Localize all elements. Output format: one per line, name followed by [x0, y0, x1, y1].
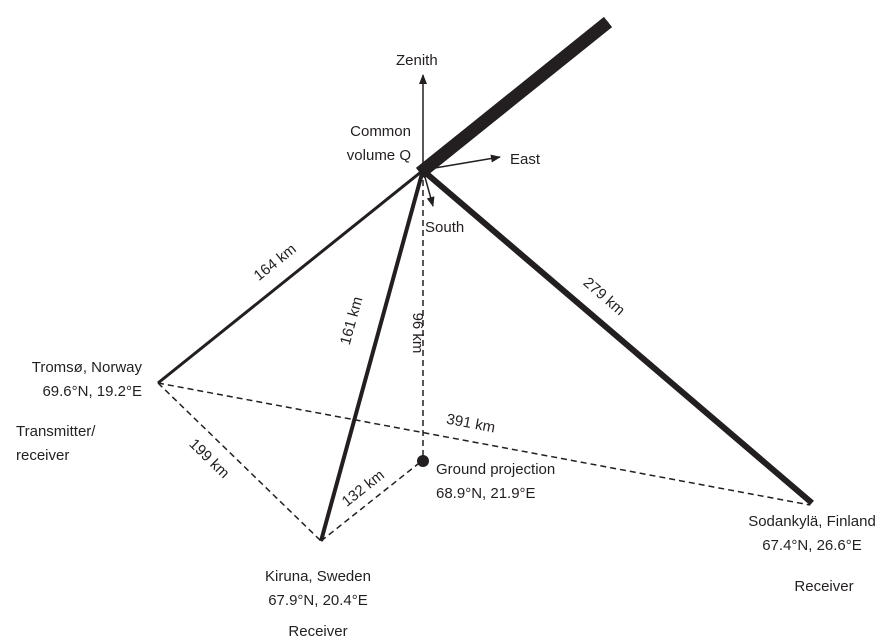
zenith-label: Zenith	[396, 52, 438, 69]
sodankyla-beam-line-thick	[425, 171, 814, 506]
east-arrow	[422, 154, 501, 171]
distance-tromso-sodankyla-label: 391 km	[445, 411, 496, 437]
tromso-kiruna-dashed-line	[157, 382, 322, 542]
distance-tromso-q-label: 164 km	[251, 240, 300, 284]
tromso-name-label: Tromsø, Norway	[32, 359, 143, 376]
ground-projection-coords-label: 68.9°N, 21.9°E	[436, 485, 536, 502]
tromso-role-label-line2: receiver	[16, 447, 69, 464]
kiruna-coords-label: 67.9°N, 20.4°E	[268, 592, 368, 609]
south-label: South	[425, 219, 464, 236]
tromso-coords-label: 69.6°N, 19.2°E	[42, 383, 142, 400]
kiruna-ground-dashed-line	[320, 459, 424, 542]
kiruna-name-label: Kiruna, Sweden	[265, 568, 371, 585]
distance-height-label: 96 km	[409, 313, 426, 354]
south-arrow	[422, 169, 435, 207]
kiruna-role-label: Receiver	[288, 623, 347, 640]
common-volume-label-line2: volume Q	[347, 147, 411, 164]
distance-tromso-kiruna-label: 199 km	[186, 436, 233, 482]
east-label: East	[510, 151, 541, 168]
beam-extension-line	[415, 16, 613, 179]
distance-kiruna-q-label: 161 km	[337, 295, 366, 347]
tromso-sodankyla-dashed-line	[157, 382, 811, 506]
sodankyla-role-label: Receiver	[794, 578, 853, 595]
distance-kiruna-ground-label: 132 km	[339, 467, 388, 511]
ground-projection-dot	[417, 455, 429, 467]
common-volume-label-line1: Common	[350, 123, 411, 140]
sodankyla-name-label: Sodankylä, Finland	[748, 513, 876, 530]
sodankyla-coords-label: 67.4°N, 26.6°E	[762, 537, 862, 554]
tromso-role-label-line1: Transmitter/	[16, 423, 96, 440]
kiruna-beam-line	[319, 169, 425, 542]
ground-projection-name-label: Ground projection	[436, 461, 555, 478]
